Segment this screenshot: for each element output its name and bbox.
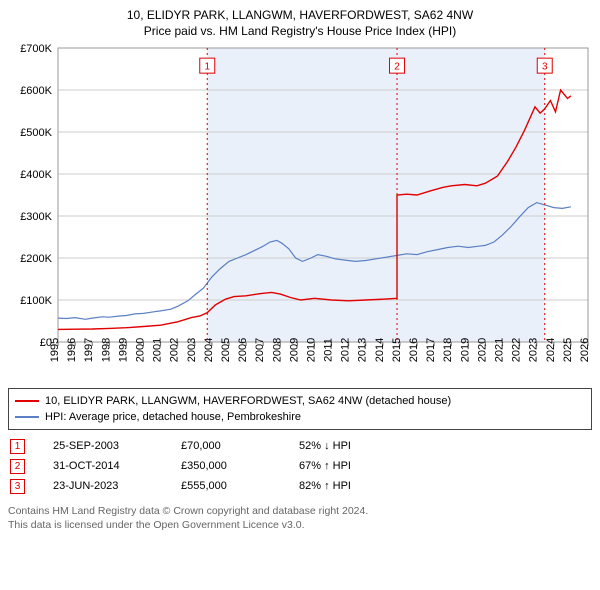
transaction-pct: 52% ↓ HPI xyxy=(299,440,389,452)
svg-text:£200K: £200K xyxy=(20,253,52,265)
footer-line: This data is licensed under the Open Gov… xyxy=(8,518,592,532)
svg-text:2003: 2003 xyxy=(186,338,198,362)
svg-text:2009: 2009 xyxy=(288,338,300,362)
svg-text:2014: 2014 xyxy=(374,338,386,362)
svg-text:2016: 2016 xyxy=(408,338,420,362)
svg-text:2008: 2008 xyxy=(271,338,283,362)
footer-attribution: Contains HM Land Registry data © Crown c… xyxy=(8,504,592,532)
transaction-date: 31-OCT-2014 xyxy=(53,460,153,472)
table-row: 2 31-OCT-2014 £350,000 67% ↑ HPI xyxy=(8,456,592,476)
svg-text:2001: 2001 xyxy=(152,338,164,362)
transaction-price: £70,000 xyxy=(181,440,271,452)
transaction-price: £350,000 xyxy=(181,460,271,472)
legend: 10, ELIDYR PARK, LLANGWM, HAVERFORDWEST,… xyxy=(8,388,592,430)
transactions-table: 1 25-SEP-2003 £70,000 52% ↓ HPI 2 31-OCT… xyxy=(8,436,592,496)
svg-text:2013: 2013 xyxy=(357,338,369,362)
svg-text:2020: 2020 xyxy=(476,338,488,362)
chart-title: 10, ELIDYR PARK, LLANGWM, HAVERFORDWEST,… xyxy=(8,8,592,38)
transaction-price: £555,000 xyxy=(181,480,271,492)
title-line1: 10, ELIDYR PARK, LLANGWM, HAVERFORDWEST,… xyxy=(8,8,592,22)
svg-text:£600K: £600K xyxy=(20,85,52,97)
legend-row: HPI: Average price, detached house, Pemb… xyxy=(15,409,585,425)
transaction-date: 25-SEP-2003 xyxy=(53,440,153,452)
svg-text:2006: 2006 xyxy=(237,338,249,362)
footer-line: Contains HM Land Registry data © Crown c… xyxy=(8,504,592,518)
legend-swatch xyxy=(15,416,39,418)
legend-label: 10, ELIDYR PARK, LLANGWM, HAVERFORDWEST,… xyxy=(45,395,451,407)
marker-badge: 3 xyxy=(10,479,25,494)
svg-text:1999: 1999 xyxy=(117,338,129,362)
svg-text:2022: 2022 xyxy=(511,338,523,362)
svg-text:£100K: £100K xyxy=(20,295,52,307)
svg-text:2012: 2012 xyxy=(340,338,352,362)
svg-text:1996: 1996 xyxy=(66,338,78,362)
legend-label: HPI: Average price, detached house, Pemb… xyxy=(45,411,301,423)
svg-text:£300K: £300K xyxy=(20,211,52,223)
svg-text:2018: 2018 xyxy=(442,338,454,362)
transaction-pct: 82% ↑ HPI xyxy=(299,480,389,492)
svg-text:£400K: £400K xyxy=(20,169,52,181)
svg-text:£700K: £700K xyxy=(20,44,52,55)
marker-badge: 1 xyxy=(10,439,25,454)
svg-text:2002: 2002 xyxy=(169,338,181,362)
svg-text:2017: 2017 xyxy=(425,338,437,362)
legend-row: 10, ELIDYR PARK, LLANGWM, HAVERFORDWEST,… xyxy=(15,393,585,409)
svg-text:2010: 2010 xyxy=(305,338,317,362)
svg-text:1995: 1995 xyxy=(49,338,61,362)
svg-text:2: 2 xyxy=(394,62,400,73)
svg-text:1: 1 xyxy=(204,62,210,73)
svg-text:2007: 2007 xyxy=(254,338,266,362)
svg-text:2004: 2004 xyxy=(203,338,215,362)
svg-text:1997: 1997 xyxy=(83,338,95,362)
price-chart: £0£100K£200K£300K£400K£500K£600K£700K199… xyxy=(8,44,592,384)
table-row: 1 25-SEP-2003 £70,000 52% ↓ HPI xyxy=(8,436,592,456)
svg-text:2015: 2015 xyxy=(391,338,403,362)
svg-text:3: 3 xyxy=(542,62,548,73)
svg-text:2021: 2021 xyxy=(494,338,506,362)
svg-text:1998: 1998 xyxy=(100,338,112,362)
svg-text:2000: 2000 xyxy=(134,338,146,362)
svg-text:2019: 2019 xyxy=(459,338,471,362)
table-row: 3 23-JUN-2023 £555,000 82% ↑ HPI xyxy=(8,476,592,496)
transaction-pct: 67% ↑ HPI xyxy=(299,460,389,472)
svg-text:2011: 2011 xyxy=(323,338,335,362)
marker-badge: 2 xyxy=(10,459,25,474)
svg-text:2005: 2005 xyxy=(220,338,232,362)
svg-text:2024: 2024 xyxy=(545,338,557,362)
svg-text:2023: 2023 xyxy=(528,338,540,362)
title-line2: Price paid vs. HM Land Registry's House … xyxy=(8,24,592,38)
legend-swatch xyxy=(15,400,39,402)
transaction-date: 23-JUN-2023 xyxy=(53,480,153,492)
svg-text:£500K: £500K xyxy=(20,127,52,139)
svg-text:2026: 2026 xyxy=(579,338,591,362)
svg-text:2025: 2025 xyxy=(562,338,574,362)
